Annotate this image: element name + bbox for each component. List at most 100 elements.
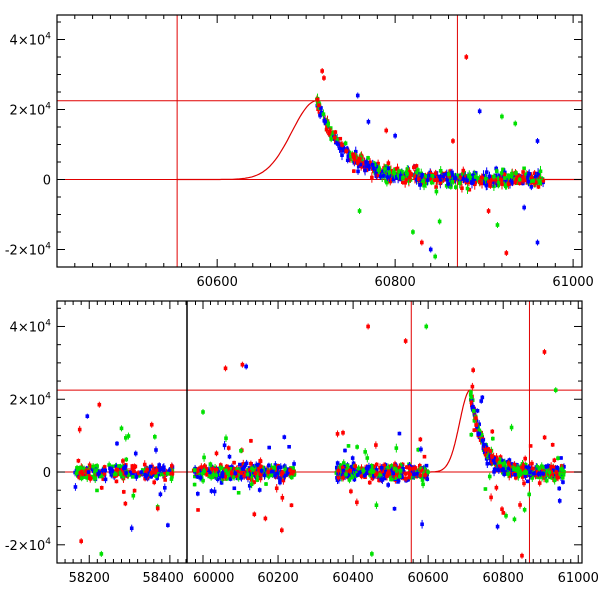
bottom-point-blue [352,467,357,471]
top-outlier-blue [366,119,371,124]
top-point-green [506,176,510,180]
bottom-point-green [516,474,521,479]
top-xtick-label: 60600 [196,275,237,290]
top-point-red [404,177,409,182]
top-point-red [488,184,493,188]
top-point-green [405,172,409,176]
bottom-point-blue [276,465,281,470]
top-point-green [510,172,514,176]
top-panel-frame [56,14,583,268]
bottom-point-green [79,476,84,481]
top-point-blue [391,177,395,182]
top-point-blue [363,168,367,173]
bottom-point-blue [198,475,202,480]
top-point-red [317,103,321,108]
top-point-green [416,168,420,172]
bottom-point-red [335,432,340,436]
bottom-point-red [130,466,135,471]
top-point-blue [364,160,368,164]
bottom-point-blue [392,506,397,511]
bottom-point-green [490,436,495,441]
bottom-point-green [540,475,544,479]
bottom-point-red [470,384,475,389]
bottom-outlier-blue [244,364,248,369]
bottom-point-blue [267,463,271,468]
bottom-point-red [549,464,553,469]
bottom-point-red [341,430,345,435]
bottom-ytick-label: 4×104 [10,318,52,335]
top-point-green [522,166,526,171]
bottom-point-blue [100,468,105,473]
bottom-point-red [349,489,353,494]
bottom-point-red [223,474,228,479]
bottom-point-green [224,471,229,476]
top-point-blue [381,173,386,178]
bottom-point-blue [480,438,485,443]
bottom-point-blue [367,464,371,469]
bottom-point-blue [219,481,224,485]
bottom-point-red [152,480,157,485]
bottom-point-blue [230,466,235,471]
bottom-point-green [506,472,510,476]
top-point-red [355,160,360,165]
bottom-point-green [422,465,427,470]
bottom-point-red [102,465,107,469]
bottom-point-blue [254,463,259,468]
top-point-red [438,180,443,185]
top-outlier-blue [428,247,433,252]
bottom-point-blue [415,471,419,476]
bottom-point-blue [350,470,355,474]
top-point-green [383,167,387,171]
bottom-point-blue [506,467,511,471]
bottom-point-blue [523,474,528,478]
bottom-point-blue [257,488,262,492]
bottom-point-red [344,465,349,470]
top-point-green [366,156,370,160]
bottom-point-blue [391,471,396,476]
top-point-green [483,177,488,181]
bottom-point-green [355,445,359,449]
bottom-point-green [131,493,136,498]
top-point-blue [438,174,443,179]
bottom-point-blue [479,399,484,403]
bottom-point-green [393,469,398,474]
bottom-point-red [258,459,262,463]
top-outlier-green [495,223,500,227]
bottom-point-green [361,468,365,473]
bottom-point-blue [362,473,367,478]
bottom-point-green [338,463,343,468]
bottom-point-blue [273,463,278,467]
top-point-red [388,176,392,181]
bottom-point-blue [355,473,360,477]
bottom-point-blue [557,486,562,491]
bottom-point-blue [267,445,272,450]
bottom-point-green [117,464,121,468]
bottom-point-red [472,428,477,432]
bottom-point-red [149,471,154,475]
top-point-blue [370,163,375,167]
bottom-point-red [535,469,540,474]
bottom-point-blue [259,469,264,473]
bottom-point-blue [85,414,90,419]
top-point-red [400,180,405,184]
bottom-point-green [228,475,232,479]
bottom-outlier-red [240,362,245,367]
top-point-blue [484,183,489,187]
bottom-point-green [523,471,527,475]
bottom-point-red [353,464,358,468]
bottom-point-red [121,490,126,494]
bottom-outlier-green [201,410,205,414]
bottom-point-blue [143,472,147,477]
top-point-green [504,183,509,188]
bottom-point-red [281,478,286,483]
top-point-red [478,179,482,184]
top-point-green [503,176,507,180]
bottom-point-red [500,507,504,512]
top-outlier-blue [355,93,360,98]
bottom-point-red [407,466,412,471]
bottom-outlier-green [512,517,517,522]
bottom-point-blue [212,489,217,494]
bottom-point-green [193,474,197,479]
bottom-point-blue [492,461,497,465]
